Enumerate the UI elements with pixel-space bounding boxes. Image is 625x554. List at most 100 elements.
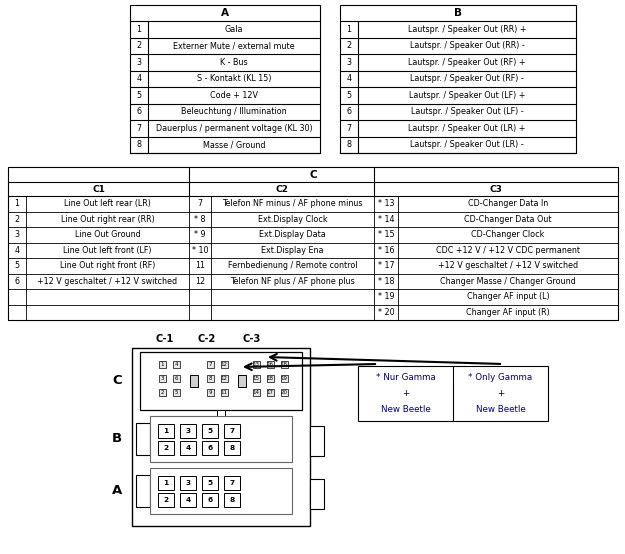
Text: 12: 12 [195, 277, 205, 286]
Text: Lautspr. / Speaker Out (LF) +: Lautspr. / Speaker Out (LF) + [409, 91, 525, 100]
Text: C-2: C-2 [198, 334, 216, 344]
Text: A: A [221, 8, 229, 18]
Bar [221, 361, 228, 367]
Bar [173, 361, 179, 367]
Text: 12: 12 [221, 362, 228, 367]
Text: Lautspr. / Speaker Out (LR) +: Lautspr. / Speaker Out (LR) + [408, 124, 526, 133]
Bar [358, 366, 548, 421]
Text: 2: 2 [160, 389, 164, 394]
Text: B: B [112, 433, 122, 445]
Bar [310, 479, 324, 509]
Text: 18: 18 [281, 362, 288, 367]
Bar [238, 375, 246, 387]
Text: 5: 5 [208, 428, 212, 434]
Text: Lautspr. / Speaker Out (RR) -: Lautspr. / Speaker Out (RR) - [409, 41, 524, 50]
Text: 4: 4 [174, 362, 178, 367]
Bar [173, 375, 179, 382]
Bar [221, 388, 228, 396]
Bar [224, 476, 240, 490]
Text: Line Out right rear (RR): Line Out right rear (RR) [61, 215, 154, 224]
Bar [206, 388, 214, 396]
Text: C-3: C-3 [243, 334, 261, 344]
Text: Telefon NF minus / AF phone minus: Telefon NF minus / AF phone minus [222, 199, 362, 208]
Text: 7: 7 [198, 199, 202, 208]
Bar [266, 375, 274, 382]
Text: * 19: * 19 [378, 293, 394, 301]
Bar [159, 375, 166, 382]
Text: 5: 5 [14, 261, 19, 270]
Text: Lautspr. / Speaker Out (RF) +: Lautspr. / Speaker Out (RF) + [408, 58, 526, 66]
Text: 18: 18 [266, 376, 274, 381]
Text: * 18: * 18 [378, 277, 394, 286]
Text: C: C [112, 375, 122, 387]
Text: 6: 6 [346, 107, 351, 116]
Text: Lautspr. / Speaker Out (RF) -: Lautspr. / Speaker Out (RF) - [410, 74, 524, 83]
Text: 8: 8 [229, 497, 234, 503]
Bar [253, 388, 259, 396]
Text: 5: 5 [174, 389, 178, 394]
Text: * Nur Gamma
+
New Beetle: * Nur Gamma + New Beetle [376, 373, 436, 414]
Bar [158, 476, 174, 490]
Bar [266, 388, 274, 396]
Text: 2: 2 [136, 41, 141, 50]
Bar [310, 425, 324, 455]
Bar [130, 5, 320, 153]
Text: Dauerplus / permanent voltage (KL 30): Dauerplus / permanent voltage (KL 30) [156, 124, 312, 133]
Text: 19: 19 [281, 376, 288, 381]
Text: CDC +12 V / +12 V CDC permanent: CDC +12 V / +12 V CDC permanent [436, 246, 580, 255]
Text: * 16: * 16 [378, 246, 394, 255]
Bar [158, 493, 174, 507]
Text: 20: 20 [281, 389, 288, 394]
Text: 5: 5 [208, 480, 212, 486]
Text: 8: 8 [346, 140, 351, 149]
Text: Line Out left front (LF): Line Out left front (LF) [63, 246, 152, 255]
Text: Changer Masse / Changer Ground: Changer Masse / Changer Ground [440, 277, 576, 286]
Text: 4: 4 [14, 246, 19, 255]
Bar [159, 361, 166, 367]
Bar [266, 361, 274, 367]
Text: 2: 2 [164, 445, 169, 451]
Text: 4: 4 [346, 74, 351, 83]
Text: Lautspr. / Speaker Out (LR) -: Lautspr. / Speaker Out (LR) - [410, 140, 524, 149]
Bar [253, 375, 259, 382]
Text: Line Out right front (RF): Line Out right front (RF) [60, 261, 155, 270]
Text: 6: 6 [136, 107, 141, 116]
Text: C1: C1 [92, 184, 105, 193]
Text: A: A [112, 485, 122, 497]
Text: Ext.Display Data: Ext.Display Data [259, 230, 326, 239]
Text: 8: 8 [208, 376, 212, 381]
Text: Lautspr. / Speaker Out (RR) +: Lautspr. / Speaker Out (RR) + [408, 25, 526, 34]
Text: 3: 3 [14, 230, 19, 239]
Bar [202, 424, 218, 438]
Text: 17: 17 [266, 389, 274, 394]
Text: 6: 6 [14, 277, 19, 286]
Bar [158, 424, 174, 438]
Text: 11: 11 [195, 261, 205, 270]
Text: * 9: * 9 [194, 230, 206, 239]
Text: Changer AF input (R): Changer AF input (R) [466, 308, 550, 317]
Text: * 14: * 14 [378, 215, 394, 224]
Text: C-1: C-1 [156, 334, 174, 344]
Bar [159, 388, 166, 396]
Text: * Only Gamma
+
New Beetle: * Only Gamma + New Beetle [468, 373, 532, 414]
Text: 8: 8 [229, 445, 234, 451]
Bar [173, 388, 179, 396]
Text: 1: 1 [346, 25, 351, 34]
Text: * 17: * 17 [378, 261, 394, 270]
Bar [180, 493, 196, 507]
Text: * 15: * 15 [378, 230, 394, 239]
Text: C: C [309, 170, 317, 179]
Bar [140, 352, 302, 410]
Text: 1: 1 [136, 25, 141, 34]
Text: 4: 4 [136, 74, 141, 83]
Text: CD-Changer Data Out: CD-Changer Data Out [464, 215, 552, 224]
Text: 2: 2 [164, 497, 169, 503]
Text: 7: 7 [346, 124, 351, 133]
Bar [180, 441, 196, 455]
Text: 6: 6 [208, 497, 212, 503]
Bar [206, 375, 214, 382]
Bar [281, 361, 288, 367]
Text: 4: 4 [186, 497, 191, 503]
Text: CD-Changer Data In: CD-Changer Data In [468, 199, 548, 208]
Text: Gala: Gala [225, 25, 243, 34]
